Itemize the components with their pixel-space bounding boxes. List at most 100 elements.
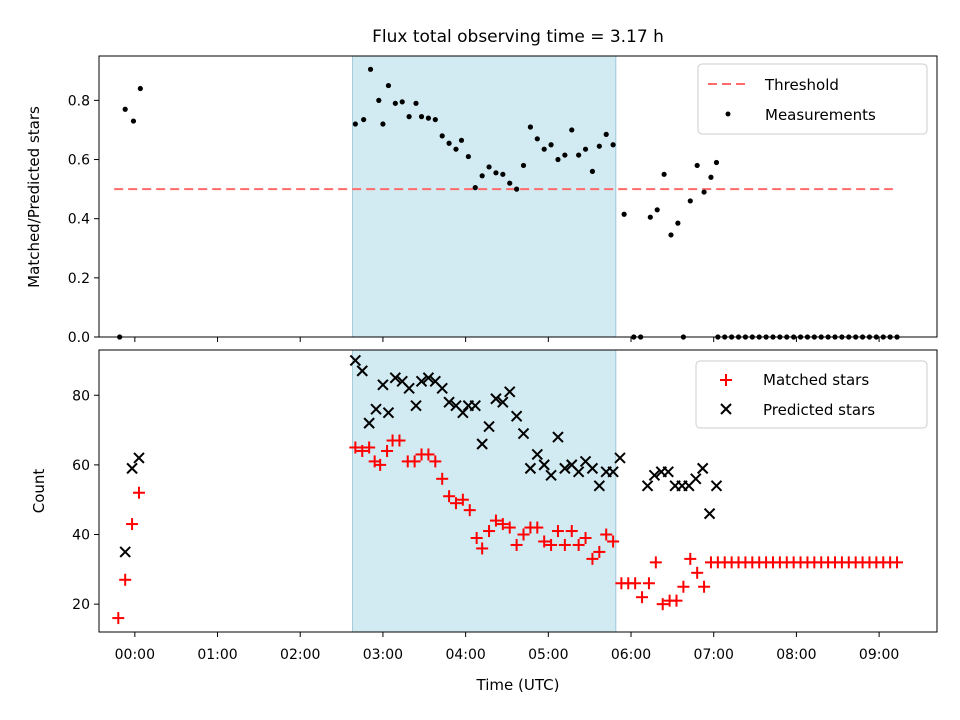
predicted-star-point	[370, 403, 382, 415]
predicted-star-point	[126, 462, 138, 475]
matched-star-point	[349, 441, 362, 454]
matched-star-point	[381, 444, 394, 457]
matched-star-point	[677, 580, 690, 593]
measurement-point	[708, 174, 714, 180]
matched-star-point	[449, 497, 462, 510]
matched-star-point	[517, 528, 530, 541]
bottom-y-tick-label: 80	[72, 388, 90, 404]
measurement-point	[713, 159, 720, 166]
measurement-point	[701, 189, 707, 195]
measurement-point	[647, 214, 653, 220]
matched-star-point	[636, 591, 649, 604]
measurement-point	[661, 171, 667, 177]
measurement-point	[569, 127, 575, 133]
measurement-point	[458, 137, 465, 143]
measurement-point	[392, 100, 398, 106]
matched-star-point	[698, 580, 711, 593]
measurement-point	[562, 152, 568, 158]
predicted-star-point	[476, 438, 488, 450]
matched-star-point	[629, 577, 642, 590]
measurement-point	[548, 142, 554, 148]
bottom-y-axis-label: Count	[30, 469, 48, 514]
matched-star-point	[600, 528, 613, 541]
matched-star-point	[531, 521, 544, 534]
measurement-point	[413, 100, 419, 106]
bottom-x-tick-label: 09:00	[859, 647, 899, 663]
top-shaded-span	[352, 55, 617, 338]
matched-star-point	[572, 538, 585, 551]
bottom-shaded-span	[352, 349, 617, 633]
predicted-star-point	[469, 399, 481, 412]
bottom-x-tick-label: 07:00	[694, 647, 734, 663]
top-x-ticks	[134, 337, 880, 342]
predicted-star-point	[510, 410, 523, 422]
predicted-star-point	[572, 466, 585, 478]
bottom-legend-box	[695, 360, 928, 429]
matched-star-point	[558, 538, 571, 551]
predicted-star-point	[490, 393, 502, 405]
measurement-point	[479, 173, 485, 179]
top-y-axis: 0.0 0.2 0.4 0.6 0.8	[68, 93, 99, 346]
predicted-star-point	[641, 480, 654, 492]
measurement-point	[687, 198, 693, 204]
predicted-star-point	[531, 448, 544, 461]
top-panel: 0.00.20.40.60.8 Matched/Predicted stars …	[25, 55, 938, 346]
matched-star-point	[593, 545, 606, 558]
matched-star-point	[607, 535, 620, 548]
predicted-star-point	[133, 452, 145, 464]
matched-star-point	[656, 598, 669, 611]
predicted-star-point	[422, 372, 435, 384]
predicted-star-point	[593, 480, 606, 492]
matched-star-point	[642, 577, 655, 590]
x-axis-label: Time (UTC)	[476, 676, 560, 694]
bottom-x-tick-label: 05:00	[528, 647, 568, 663]
matched-star-point	[586, 552, 599, 565]
predicted-star-point	[607, 466, 619, 478]
measurement-point	[500, 171, 506, 177]
matched-star-point	[684, 552, 697, 565]
predicted-star-point	[363, 417, 375, 429]
measurement-point	[514, 186, 520, 192]
matched-star-point	[126, 518, 139, 531]
predicted-star-point	[696, 462, 709, 475]
predicted-star-point	[436, 382, 448, 395]
matched-star-point	[510, 538, 523, 551]
matched-star-point	[538, 535, 551, 548]
top-y-tick-label: 0.6	[68, 153, 90, 169]
predicted-star-point	[524, 462, 537, 475]
bottom-y-tick-label: 60	[72, 458, 90, 474]
measurement-point	[654, 207, 660, 213]
measurement-point	[675, 220, 681, 226]
top-legend: Threshold Measurements	[697, 63, 928, 135]
predicted-stars-points	[119, 354, 723, 558]
measurement-point	[589, 168, 596, 174]
figure-title: Flux total observing time = 3.17 h	[372, 27, 664, 47]
bottom-x-tick-label: 04:00	[445, 647, 485, 663]
bottom-x-tick-label: 06:00	[611, 647, 651, 663]
matched-star-point	[496, 518, 509, 531]
matched-star-point	[463, 504, 476, 517]
matched-star-point	[429, 455, 442, 468]
measurement-point	[406, 114, 412, 120]
measurement-point	[352, 121, 358, 127]
measurement-point	[376, 97, 382, 103]
top-axes-frame	[98, 55, 938, 338]
predicted-star-point	[377, 379, 389, 391]
predicted-star-point	[483, 420, 495, 433]
matched-star-point	[476, 542, 489, 555]
predicted-star-point	[443, 396, 455, 408]
predicted-star-point	[586, 462, 599, 475]
measurement-point	[446, 140, 452, 146]
predicted-star-point	[545, 469, 557, 482]
measurement-point	[425, 115, 432, 121]
matched-star-point	[579, 532, 592, 544]
top-y-tick-label: 0.0	[68, 330, 90, 346]
measurements-legend-marker	[725, 111, 731, 117]
measurement-point	[493, 170, 499, 176]
bottom-y-tick-label: 40	[72, 528, 90, 544]
measurement-point	[137, 85, 143, 92]
predicted-star-point	[349, 354, 362, 367]
predicted-star-point	[614, 452, 626, 464]
